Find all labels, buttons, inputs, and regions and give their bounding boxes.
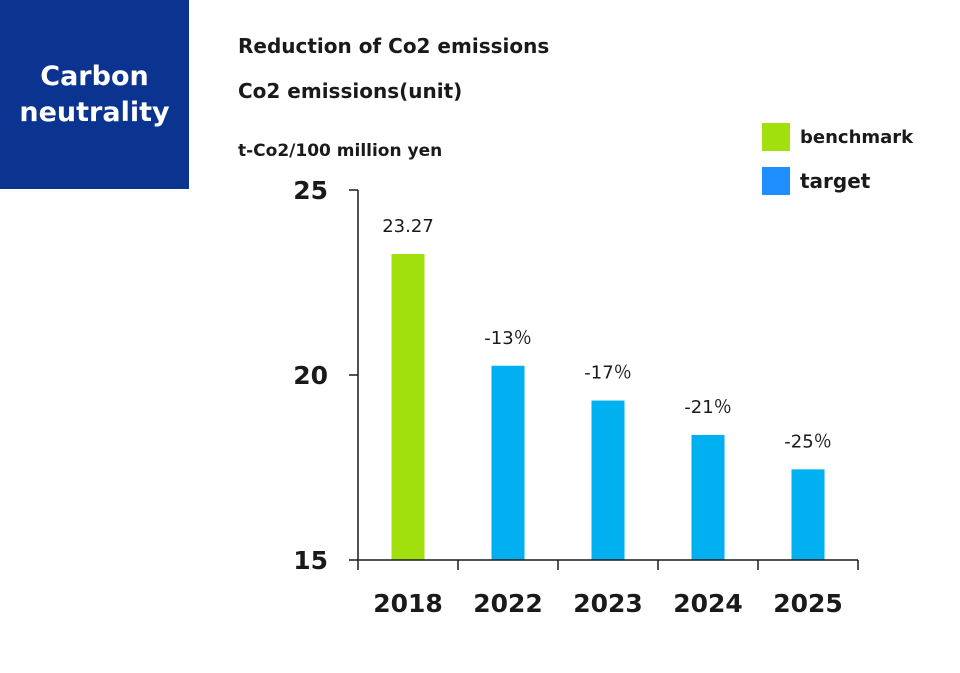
data-label-2025: -25％ (784, 431, 831, 452)
y-tick-label-15: 15 (293, 546, 328, 575)
data-label-2023: -17％ (584, 363, 631, 384)
data-label-2022: -13％ (484, 328, 531, 349)
bar-2018 (391, 254, 425, 560)
legend-item-benchmark: benchmark (762, 122, 913, 152)
data-label-2018: 23.27 (382, 216, 434, 237)
legend-swatch-benchmark (762, 123, 790, 151)
legend: benchmark target (762, 122, 913, 210)
data-label-2024: -21％ (684, 397, 731, 418)
x-tick-label-2024: 2024 (673, 589, 743, 618)
bar-2022 (491, 365, 525, 560)
y-tick-label-20: 20 (293, 361, 328, 390)
chart-subtitle: Co2 emissions(unit) (238, 79, 463, 103)
x-tick-label-2023: 2023 (573, 589, 643, 618)
legend-item-target: target (762, 166, 913, 196)
bar-2025 (791, 469, 825, 560)
x-tick-label-2025: 2025 (773, 589, 843, 618)
y-tick-label-25: 25 (293, 176, 328, 205)
x-tick-label-2018: 2018 (373, 589, 443, 618)
chart-title: Reduction of Co2 emissions (238, 34, 550, 58)
badge-text: Carbon neutrality (19, 60, 170, 128)
legend-swatch-target (762, 167, 790, 195)
x-tick-label-2022: 2022 (473, 589, 543, 618)
bar-2024 (691, 434, 725, 560)
legend-label-target: target (800, 169, 871, 193)
y-axis-unit-label: t-Co2/100 million yen (238, 141, 443, 161)
legend-label-benchmark: benchmark (800, 126, 914, 148)
carbon-neutrality-badge: Carbon neutrality (0, 0, 189, 189)
bar-2023 (591, 400, 625, 560)
